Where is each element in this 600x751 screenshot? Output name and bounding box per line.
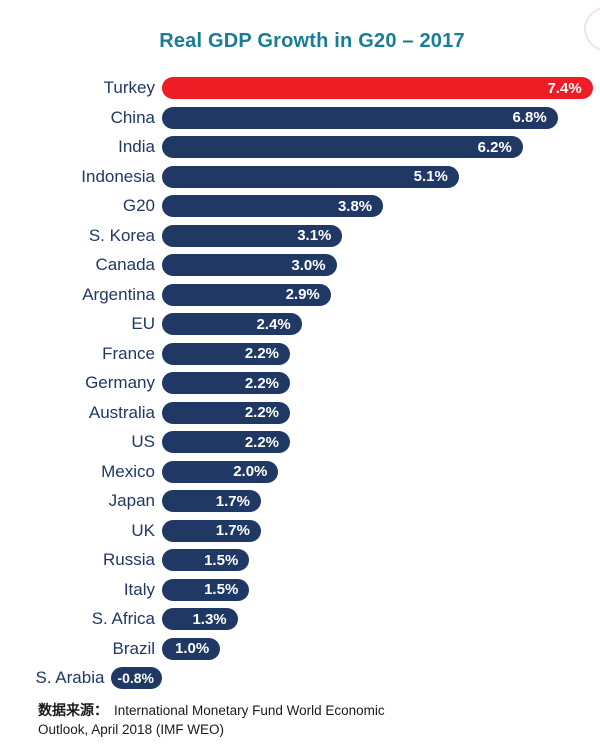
bar-value-label: 6.2%	[477, 138, 512, 156]
source-prefix: 数据来源：	[38, 702, 108, 718]
bar-label: S. Korea	[88, 225, 155, 245]
bar-label: Japan	[108, 491, 155, 510]
bar-label: EU	[131, 314, 155, 333]
bar-value-label: 1.5%	[204, 551, 239, 569]
bar-value-label: 2.2%	[244, 374, 280, 392]
bar: 1.3%	[162, 608, 238, 630]
bar-value-label: 1.3%	[192, 610, 227, 628]
bar: 6.8%	[162, 106, 558, 129]
bar: -0.8%	[111, 667, 162, 689]
bar-label: S. Africa	[91, 609, 155, 628]
bar: 2.2%	[162, 342, 291, 365]
bar-label: G20	[122, 196, 155, 215]
bar-label: Turkey	[103, 78, 155, 97]
bar-label: Canada	[95, 255, 155, 274]
bar: 1.5%	[162, 549, 250, 571]
bar-value-label: 2.2%	[244, 433, 280, 451]
bar-label: Argentina	[82, 284, 155, 304]
bar-label: India	[118, 137, 155, 156]
bar: 1.7%	[162, 519, 261, 542]
bar-label: Germany	[85, 373, 155, 392]
source-line2: Outlook, April 2018 (IMF WEO)	[38, 722, 225, 737]
bar-value-label: 5.1%	[413, 168, 448, 185]
page-title: Real GDP Growth in G20 – 2017	[159, 30, 465, 52]
bar-value-label: 2.9%	[285, 286, 320, 303]
bar-value-label: 2.2%	[244, 345, 280, 362]
bar-label: Australia	[88, 402, 155, 422]
bar: 1.0%	[162, 637, 221, 660]
bar: 1.7%	[162, 490, 261, 512]
source-note: 数据来源： International Monetary Fund World E…	[38, 701, 498, 739]
bar-label: UK	[131, 520, 155, 540]
bar: 2.4%	[162, 313, 302, 335]
bar: 3.1%	[162, 224, 343, 247]
bar-value-label: 1.0%	[174, 640, 210, 657]
bar: 2.0%	[162, 460, 279, 483]
bar-value-label: 3.0%	[291, 256, 326, 274]
bar-value-label: 7.4%	[547, 79, 582, 97]
bar-label: Indonesia	[81, 166, 155, 186]
bar: 2.2%	[162, 431, 291, 453]
bar: 3.8%	[162, 195, 384, 217]
bar-value-label: 3.8%	[337, 197, 373, 215]
bar-label: Russia	[103, 550, 155, 569]
bar-value-label: 1.7%	[215, 492, 250, 510]
bar-value-label: 6.8%	[512, 109, 547, 126]
bar-label: Mexico	[101, 461, 155, 481]
bar: 2.2%	[162, 372, 291, 394]
bar: 5.1%	[162, 165, 459, 188]
bar: 2.9%	[162, 283, 331, 306]
bar: 2.2%	[162, 401, 291, 424]
bar-value-label: 2.0%	[233, 463, 268, 480]
bar-label: US	[131, 432, 155, 451]
bar-label: China	[110, 107, 155, 127]
bar-value-label: 1.7%	[215, 522, 250, 539]
bar-label: S. Arabia	[35, 668, 105, 687]
bar-value-label: 2.4%	[256, 315, 291, 333]
bar: 3.0%	[162, 254, 337, 276]
bar-value-label: 1.5%	[204, 581, 239, 598]
bar: 7.4%	[162, 77, 593, 99]
bar-value-label: 2.2%	[244, 404, 280, 421]
bar-label: Italy	[123, 579, 155, 599]
bar: 1.5%	[162, 578, 250, 601]
bar-value-label: 3.1%	[297, 227, 332, 244]
bar: 6.2%	[162, 136, 523, 158]
source-line1: International Monetary Fund World Econom…	[114, 703, 385, 718]
bar-value-label: -0.8%	[117, 670, 154, 686]
bar-label: France	[102, 343, 155, 363]
bar-label: Brazil	[112, 638, 155, 658]
